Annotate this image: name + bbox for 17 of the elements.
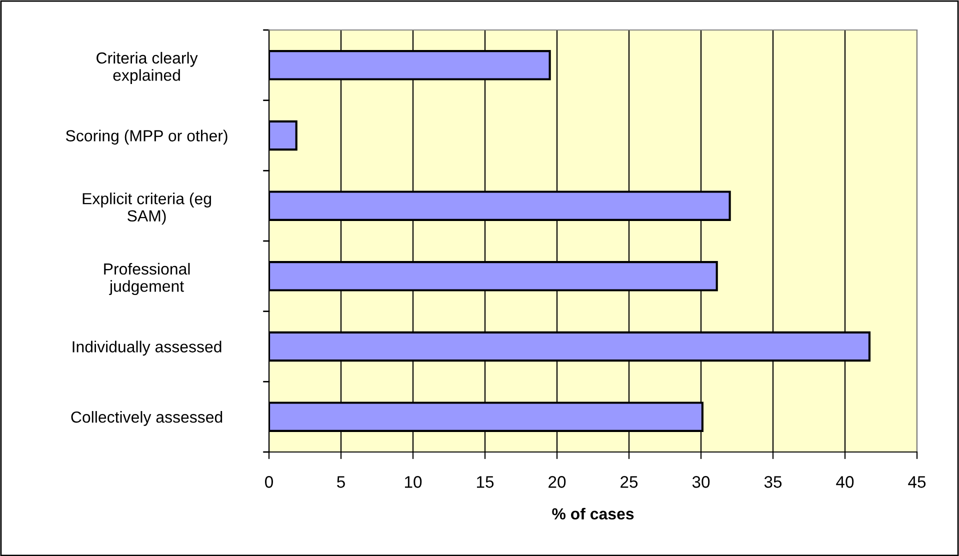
y-tick-label: Scoring (MPP or other) xyxy=(66,130,228,145)
x-tick-label: 45 xyxy=(908,476,926,488)
x-tick-label: 0 xyxy=(265,476,273,488)
x-tick-label: 40 xyxy=(836,476,854,488)
y-tick-label: Criteria clearly explained xyxy=(96,52,198,84)
x-axis-title: % of cases xyxy=(552,508,634,520)
y-tick-label: Individually assessed xyxy=(72,340,222,356)
x-tick-label: 15 xyxy=(477,476,494,488)
y-tick-label: Collectively assessed xyxy=(71,411,222,426)
y-tick-label: Explicit criteria (eg SAM) xyxy=(82,192,211,225)
x-tick-label: 30 xyxy=(692,476,710,488)
x-tick-label: 35 xyxy=(764,476,782,488)
x-tick-label: 10 xyxy=(405,476,422,488)
x-tick-label: 5 xyxy=(337,476,345,488)
x-tick-label: 20 xyxy=(548,476,566,488)
y-tick-label: Professional judgement xyxy=(104,262,190,296)
x-tick-label: 25 xyxy=(620,476,638,488)
